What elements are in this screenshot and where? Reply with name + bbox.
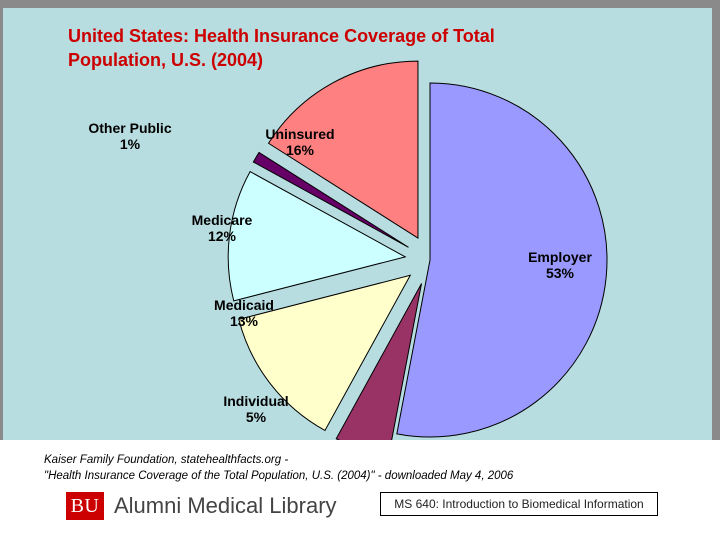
pie-label-medicaid: Medicaid 13% xyxy=(214,297,274,329)
source-line-1: Kaiser Family Foundation, statehealthfac… xyxy=(44,454,289,466)
library-name: Alumni Medical Library xyxy=(114,493,337,518)
pie-label-medicare: Medicare 12% xyxy=(192,212,253,244)
right-frame-bar xyxy=(712,0,720,540)
pie-slice-employer xyxy=(396,82,608,438)
bu-logo-mark: BU xyxy=(66,492,104,520)
pie-slice-uninsured xyxy=(267,60,419,240)
pie-label-employer: Employer 53% xyxy=(528,249,592,281)
slide-title: United States: Health Insurance Coverage… xyxy=(68,24,668,72)
course-label: MS 640: Introduction to Biomedical Infor… xyxy=(380,492,658,516)
pie-labels: Employer 53% Individual 5% Medicaid 13% Medica… xyxy=(88,120,592,425)
left-frame-bar xyxy=(0,0,3,540)
coverage-pie-chart: Employer 53% Individual 5% Medicaid 13% Medica… xyxy=(88,60,608,440)
source-citation: Kaiser Family Foundation, statehealthfac… xyxy=(44,452,513,484)
slide-title-line-2: Population, U.S. (2004) xyxy=(68,50,264,70)
pie-slice-medicaid xyxy=(238,274,412,432)
slide-title-line-1: United States: Health Insurance Coverage… xyxy=(68,26,495,46)
source-line-2: "Health Insurance Coverage of the Total … xyxy=(44,470,514,482)
library-logo: BU Alumni Medical Library xyxy=(56,491,337,520)
pie-slices xyxy=(227,60,608,440)
pie-slice-medicare xyxy=(227,170,407,302)
pie-label-individual: Individual 5% xyxy=(223,393,288,425)
top-frame-bar xyxy=(0,0,720,8)
pie-slice-other-public xyxy=(252,151,409,248)
pie-slice-individual xyxy=(335,283,423,440)
pie-label-other-public: Other Public 1% xyxy=(88,120,171,152)
pie-label-uninsured: Uninsured 16% xyxy=(265,126,334,158)
slide-footer: Kaiser Family Foundation, statehealthfac… xyxy=(0,440,720,540)
